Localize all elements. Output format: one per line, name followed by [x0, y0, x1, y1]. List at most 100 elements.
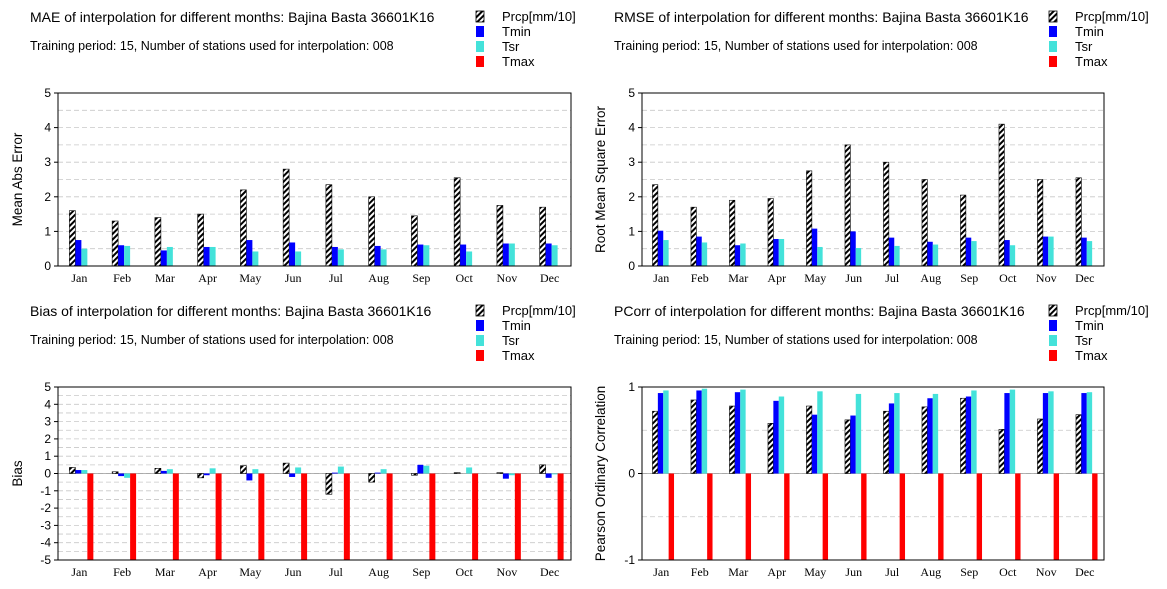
- bar: [75, 470, 82, 474]
- x-tick-label: May: [804, 565, 826, 579]
- bar: [496, 472, 504, 474]
- bar: [203, 473, 210, 476]
- bar: [850, 231, 856, 266]
- mae-gridlines: [58, 109, 571, 250]
- bar: [778, 396, 785, 474]
- bias-series-tmin: [75, 464, 552, 481]
- bar: [998, 429, 1005, 474]
- legend-prcp-label: Prcp[mm/10]: [1075, 9, 1149, 24]
- bar: [888, 237, 895, 266]
- x-tick-label: May: [239, 565, 261, 579]
- bar: [289, 473, 296, 477]
- bar: [883, 410, 890, 474]
- bar: [368, 196, 375, 267]
- bar: [154, 217, 162, 267]
- legend-tmin-swatch: [1049, 26, 1057, 37]
- y-tick-label: 3: [44, 155, 51, 169]
- bar: [331, 472, 338, 474]
- y-tick-label: 1: [628, 224, 635, 238]
- x-tick-label: Mar: [728, 565, 748, 579]
- bar: [545, 243, 552, 266]
- bar: [1004, 393, 1010, 474]
- bar: [696, 390, 702, 474]
- bias-y-axis-label: Bias: [10, 460, 25, 487]
- bar: [539, 206, 546, 267]
- bar: [1075, 177, 1082, 267]
- bar: [817, 246, 823, 266]
- legend-prcp-label: Prcp[mm/10]: [502, 303, 576, 318]
- bar: [701, 388, 708, 474]
- bar: [514, 473, 521, 560]
- bar: [932, 393, 939, 474]
- x-tick-label: Sep: [960, 565, 978, 579]
- y-tick-label: -2: [40, 501, 51, 515]
- legend-tmin-swatch: [476, 320, 484, 331]
- bar: [1042, 393, 1049, 474]
- bar: [417, 244, 424, 266]
- bar: [160, 250, 167, 266]
- bar: [773, 400, 779, 474]
- y-tick-label: 4: [44, 397, 51, 411]
- x-tick-label: Aug: [368, 565, 389, 579]
- legend-prcp-label: Prcp[mm/10]: [502, 9, 576, 24]
- bar: [386, 473, 393, 560]
- bar: [118, 473, 125, 477]
- rmse-chart: RMSE of interpolation for different mont…: [593, 9, 1149, 285]
- bar: [539, 464, 546, 474]
- bar: [784, 473, 790, 560]
- bar: [690, 206, 697, 267]
- bar: [423, 245, 430, 266]
- bar: [69, 467, 76, 474]
- x-tick-label: Nov: [1036, 271, 1057, 285]
- y-tick-label: 4: [628, 121, 635, 135]
- mae-plot-frame: [57, 92, 572, 267]
- bar: [453, 472, 461, 474]
- bar: [927, 241, 933, 266]
- y-tick-label: -3: [40, 518, 51, 532]
- bar: [1004, 240, 1010, 266]
- bar: [663, 390, 669, 474]
- bar: [778, 239, 785, 266]
- bar: [374, 245, 381, 266]
- bar: [729, 199, 736, 267]
- bar: [301, 473, 308, 560]
- legend-tsr-label: Tsr: [502, 39, 520, 54]
- bar: [466, 251, 473, 266]
- rmse-series-tsr: [663, 236, 1093, 266]
- bar: [855, 393, 862, 474]
- mae-chart: MAE of interpolation for different month…: [10, 9, 576, 285]
- bar: [197, 213, 204, 267]
- bar: [1048, 391, 1054, 474]
- bar: [652, 184, 659, 267]
- x-tick-label: Mar: [155, 565, 175, 579]
- y-tick-label: 2: [628, 190, 635, 204]
- bar: [374, 472, 381, 474]
- bar: [411, 215, 418, 267]
- bar: [822, 473, 829, 560]
- x-tick-label: Oct: [999, 565, 1017, 579]
- bar: [855, 248, 862, 266]
- bar: [81, 470, 88, 474]
- bar: [1075, 414, 1082, 474]
- bar: [806, 405, 813, 474]
- legend-prcp-swatch: [1048, 10, 1058, 23]
- bar: [883, 161, 890, 267]
- bar: [844, 144, 851, 267]
- bar: [130, 473, 137, 560]
- bar: [888, 403, 895, 474]
- bar: [1081, 237, 1087, 266]
- x-tick-label: Apr: [767, 565, 786, 579]
- mae-subtitle: Training period: 15, Number of stations …: [30, 39, 394, 53]
- bias-chart: Bias of interpolation for different mont…: [10, 303, 576, 579]
- rmse-subtitle: Training period: 15, Number of stations …: [614, 39, 978, 53]
- bar: [927, 398, 933, 474]
- legend-tsr-swatch: [476, 335, 484, 346]
- bar: [767, 423, 774, 474]
- y-tick-label: 5: [44, 380, 51, 394]
- y-tick-label: 0: [44, 467, 51, 481]
- bar: [734, 245, 741, 266]
- bar: [472, 473, 479, 560]
- rmse-y-axis-label: Root Mean Square Error: [593, 105, 608, 253]
- x-tick-label: Mar: [728, 271, 748, 285]
- x-tick-label: Jul: [885, 271, 900, 285]
